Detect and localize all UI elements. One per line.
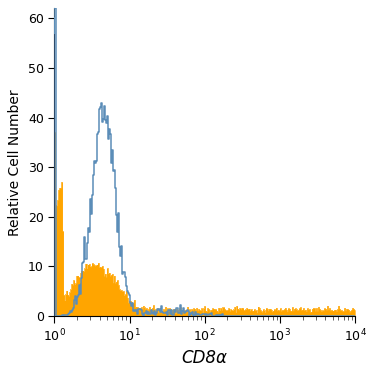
X-axis label: CD8α: CD8α <box>182 349 228 367</box>
Y-axis label: Relative Cell Number: Relative Cell Number <box>8 89 22 236</box>
